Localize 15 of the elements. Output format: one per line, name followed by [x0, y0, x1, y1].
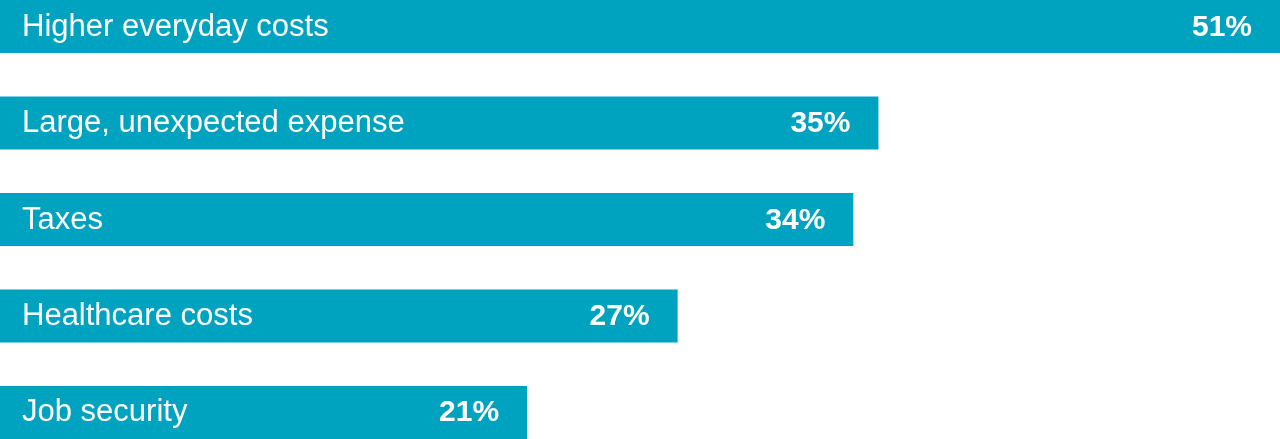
y-tick-label: Higher everyday costs	[22, 7, 329, 43]
y-tick-label: Healthcare costs	[22, 296, 253, 332]
data-label: 51%	[1191, 8, 1252, 42]
bar	[0, 96, 879, 150]
data-label: 27%	[589, 297, 650, 331]
bar	[0, 289, 678, 343]
data-label: 21%	[439, 394, 500, 428]
data-label: 35%	[790, 105, 851, 139]
data-label: 34%	[765, 201, 826, 235]
bar	[0, 0, 1280, 54]
y-tick-label: Taxes	[22, 200, 103, 236]
bar	[0, 192, 854, 247]
bar	[0, 385, 528, 439]
y-tick-label: Job security	[22, 393, 188, 429]
y-tick-label: Large, unexpected expense	[22, 104, 405, 140]
